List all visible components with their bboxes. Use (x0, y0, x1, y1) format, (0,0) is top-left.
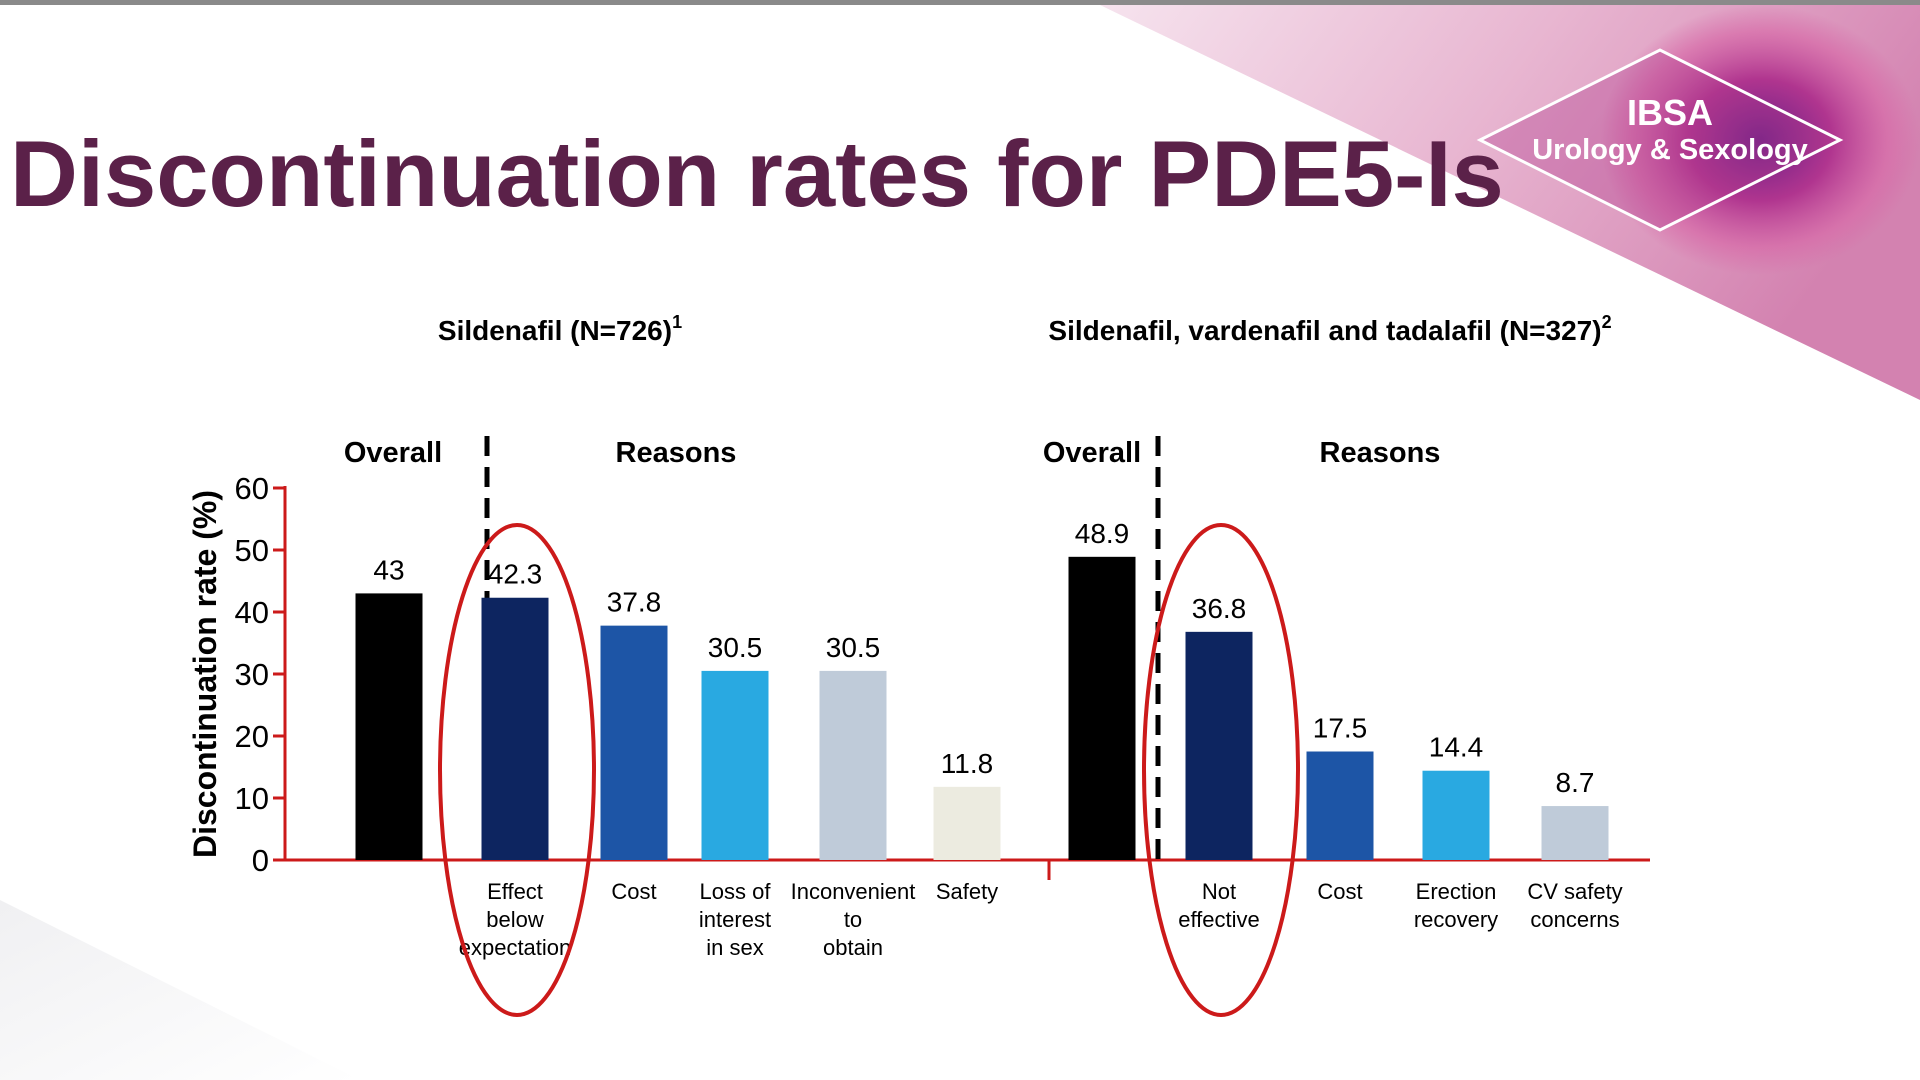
x-category-label: in sex (706, 935, 763, 960)
slide-title: Discontinuation rates for PDE5-Is (10, 121, 1504, 226)
logo-line-2: Urology & Sexology (1532, 134, 1808, 166)
highlight-ellipse (1142, 523, 1300, 1017)
x-category-label: Loss of (700, 879, 772, 904)
bar-value-label: 43 (373, 554, 404, 585)
bar-value-label: 17.5 (1313, 713, 1368, 744)
bar-value-label: 30.5 (826, 632, 881, 663)
group-title-superscript: 2 (1602, 312, 1612, 332)
x-category-label: recovery (1414, 907, 1498, 932)
overall-header: Overall (344, 437, 442, 469)
x-category-label: obtain (823, 935, 883, 960)
y-tick-label: 10 (235, 781, 269, 816)
bar-value-label: 11.8 (941, 748, 993, 779)
bar (481, 597, 549, 860)
ibsa-logo: IBSA Urology & Sexology (1500, 92, 1840, 167)
bar-value-label: 14.4 (1429, 732, 1484, 763)
y-tick-label: 60 (235, 471, 269, 506)
bar (1185, 631, 1253, 860)
group-title: Sildenafil (N=726)1 (438, 312, 682, 346)
x-category-label: Safety (936, 879, 998, 904)
y-tick-label: 30 (235, 657, 269, 692)
x-category-label: Cost (1317, 879, 1362, 904)
x-category-label: below (486, 907, 544, 932)
bar-value-label: 48.9 (1075, 518, 1130, 549)
bar-value-label: 8.7 (1556, 767, 1595, 798)
bar (1306, 751, 1374, 860)
overall-header: Overall (1043, 437, 1141, 469)
x-category-label: to (844, 907, 862, 932)
top-border (0, 0, 1920, 5)
bar-value-label: 42.3 (488, 559, 543, 590)
bar (1422, 770, 1490, 860)
bar-value-label: 36.8 (1192, 593, 1247, 624)
x-category-label: CV safety (1527, 879, 1622, 904)
x-category-label: Effect (487, 879, 543, 904)
bar (355, 593, 423, 860)
x-category-label: interest (699, 907, 771, 932)
bar-value-label: 30.5 (708, 632, 763, 663)
y-tick-label: 20 (235, 719, 269, 754)
bar (1541, 806, 1609, 860)
y-axis-label: Discontinuation rate (%) (187, 490, 223, 858)
reasons-header: Reasons (1320, 437, 1441, 469)
logo-diamond (1476, 48, 1844, 232)
bar (600, 625, 668, 860)
group-title-superscript: 1 (672, 312, 682, 332)
logo-line-1: IBSA (1626, 92, 1713, 133)
x-category-label: Inconvenient (791, 879, 916, 904)
x-category-label: Not (1202, 879, 1236, 904)
x-category-label: Cost (611, 879, 656, 904)
group-title-text: Sildenafil, vardenafil and tadalafil (N=… (1048, 315, 1601, 346)
bar (701, 670, 769, 860)
bar (819, 670, 887, 860)
y-tick-label: 0 (252, 843, 269, 878)
y-tick-label: 40 (235, 595, 269, 630)
x-category-label: effective (1178, 907, 1260, 932)
x-category-label: concerns (1530, 907, 1619, 932)
bar (1068, 556, 1136, 860)
bar-value-label: 37.8 (607, 587, 662, 618)
reasons-header: Reasons (616, 437, 737, 469)
bar (933, 786, 1001, 860)
group-title: Sildenafil, vardenafil and tadalafil (N=… (1048, 312, 1611, 346)
grey-corner (0, 900, 360, 1080)
x-category-label: Erection (1416, 879, 1497, 904)
y-tick-label: 50 (235, 533, 269, 568)
group-title-text: Sildenafil (N=726) (438, 315, 672, 346)
highlight-ellipse (438, 523, 596, 1017)
color-splash (1600, 5, 1920, 275)
x-category-label: expectation (459, 935, 572, 960)
